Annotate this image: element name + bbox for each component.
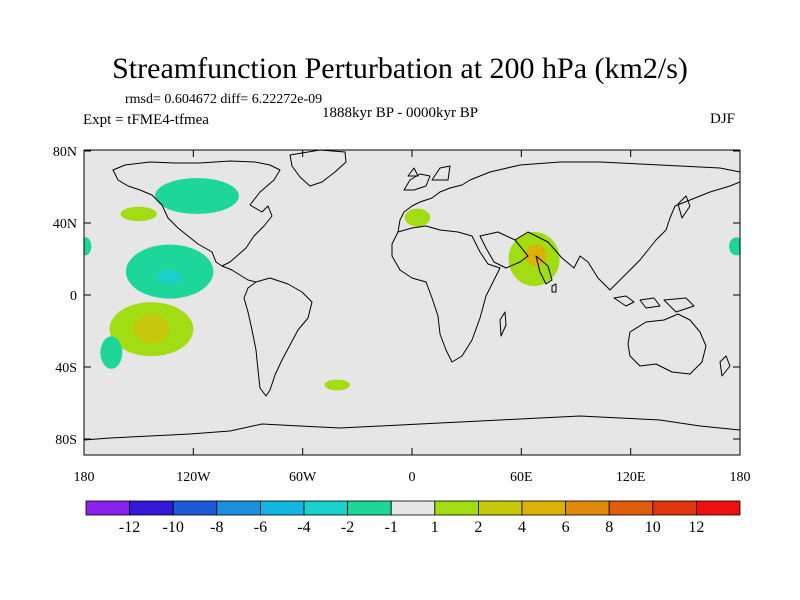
anomaly-south-atlantic-positive xyxy=(324,379,351,391)
colorbar-swatch xyxy=(85,500,130,516)
y-tick-label: 40N xyxy=(53,217,77,232)
anomaly-north-pacific-negative xyxy=(155,178,239,214)
colorbar-swatch xyxy=(608,500,654,516)
anomaly-south-pacific-negative xyxy=(100,336,123,369)
colorbar-label: 8 xyxy=(605,519,613,536)
anomaly-south-pacific-core xyxy=(133,314,170,344)
colorbar-swatch xyxy=(216,500,261,516)
period-label: 1888kyr BP - 0000kyr BP xyxy=(322,105,479,121)
coastlines xyxy=(84,150,740,441)
colorbar-swatch xyxy=(477,500,523,516)
x-tick-label: 120W xyxy=(176,470,211,485)
season-label: DJF xyxy=(710,111,736,127)
plot-title: Streamfunction Perturbation at 200 hPa (… xyxy=(112,52,688,85)
anomaly-tropical-pacific-core xyxy=(156,269,183,285)
x-tick-label: 120E xyxy=(616,470,646,485)
anomaly-europe-positive xyxy=(404,208,431,227)
y-tick-label: 40S xyxy=(55,361,77,376)
colorbar-swatch xyxy=(565,500,610,516)
anomaly-central-pacific-small-positive xyxy=(120,206,157,222)
colorbar-label: -2 xyxy=(341,519,354,536)
anomaly-arabia-core xyxy=(524,244,547,267)
colorbar-label: 12 xyxy=(688,519,704,536)
colorbar-label: -10 xyxy=(163,519,184,536)
colorbar-swatch xyxy=(303,500,348,516)
colorbar-label: 4 xyxy=(518,519,526,536)
colorbar-label: -1 xyxy=(385,519,398,536)
x-tick-label: 60E xyxy=(510,470,533,485)
x-tick-label: 180 xyxy=(74,470,95,485)
x-tick-label: 60W xyxy=(289,470,317,485)
colorbar-label: 1 xyxy=(431,519,439,536)
colorbar-swatch xyxy=(172,500,218,516)
y-tick-label: 0 xyxy=(70,289,77,304)
colorbar-swatch xyxy=(696,500,741,516)
colorbar-label: 6 xyxy=(562,519,570,536)
colorbar-label: -12 xyxy=(119,519,140,536)
y-tick-label: 80S xyxy=(55,433,77,448)
colorbar-swatch xyxy=(259,500,305,516)
y-tick-label: 80N xyxy=(53,145,77,160)
colorbar-label: 10 xyxy=(645,519,661,536)
colorbar-swatch xyxy=(390,500,436,516)
colorbar-label: -8 xyxy=(210,519,223,536)
colorbar-swatch xyxy=(652,500,697,516)
colorbar-swatch xyxy=(129,500,174,516)
colorbar-swatch xyxy=(434,500,479,516)
x-tick-label: 180 xyxy=(730,470,751,485)
colorbar-swatch xyxy=(347,500,392,516)
x-tick-label: 0 xyxy=(409,470,416,485)
anomaly-west-pacific-negative-edge xyxy=(729,237,740,256)
colorbar: -12 -10 -8 -6 -4 -2 -1 1 2 4 6 8 10 12 xyxy=(85,500,741,536)
colorbar-label: -4 xyxy=(297,519,310,536)
colorbar-label: 2 xyxy=(474,519,482,536)
axis-ticks: 80N 40N 0 40S 80S 180 120W 60W 0 60E 120E 180 xyxy=(53,145,751,485)
anomaly-layer xyxy=(84,178,740,391)
stats-label: rmsd= 0.604672 diff= 6.22272e-09 xyxy=(125,92,323,107)
anomaly-east-dateline-negative-edge xyxy=(84,237,92,256)
colorbar-swatch xyxy=(521,500,566,516)
colorbar-label: -6 xyxy=(254,519,267,536)
experiment-label: Expt = tFME4-tfmea xyxy=(83,112,209,128)
